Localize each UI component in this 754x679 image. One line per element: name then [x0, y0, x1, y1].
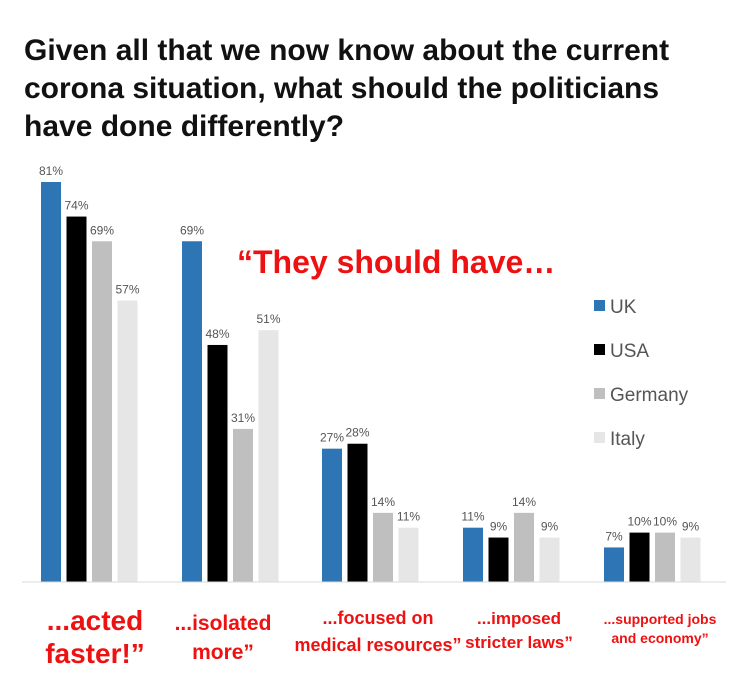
value-label-italy-2: 51% — [256, 312, 280, 326]
bar-italy-5 — [680, 537, 701, 582]
chart-title-line-1: Given all that we now know about the cur… — [24, 34, 670, 67]
value-labels-group: 81%74%69%57%69%48%31%51%27% 28%14%11% 11%9… — [39, 164, 700, 543]
bar-usa-4 — [488, 537, 509, 582]
value-label-uk-1: 81% — [39, 164, 63, 178]
category-label-1-line-1: ...acted — [47, 605, 143, 636]
legend-swatch-usa — [594, 344, 605, 355]
chart-title-line-3: have done differently? — [24, 110, 345, 143]
legend-label-italy: Italy — [610, 429, 645, 450]
category-label-4-line-1: ...imposed — [477, 609, 561, 628]
value-label-usa-2: 48% — [205, 327, 229, 341]
chart-title-line-2: corona situation, what should the politi… — [24, 72, 660, 105]
bar-uk-5 — [604, 547, 624, 582]
bar-usa-5 — [629, 532, 650, 582]
value-label-usa-4: 9% — [490, 520, 508, 534]
value-label-italy-1: 57% — [115, 283, 139, 297]
bar-usa-1 — [66, 216, 87, 582]
value-label-germany-5: 10% — [653, 515, 677, 529]
bar-italy-3 — [398, 527, 419, 582]
value-label-germany-1: 69% — [90, 223, 114, 237]
bar-uk-4 — [463, 527, 483, 582]
category-label-1-line-2: faster!” — [45, 638, 145, 669]
legend-swatch-uk — [594, 300, 605, 311]
value-label-uk-3: 27% — [320, 431, 344, 445]
category-label-2-line-2: more” — [192, 641, 254, 664]
bar-germany-5 — [655, 532, 675, 582]
legend-label-germany: Germany — [610, 385, 689, 406]
value-label-usa-5: 10% — [627, 515, 651, 529]
bar-uk-1 — [41, 182, 61, 582]
value-label-uk-4: 11% — [461, 510, 484, 524]
bars-group — [41, 182, 701, 582]
chart-title: Given all that we now know about the cur… — [24, 32, 724, 146]
value-label-italy-5: 9% — [682, 520, 700, 534]
bar-italy-1 — [117, 300, 138, 582]
value-label-italy-4: 9% — [541, 520, 559, 534]
value-label-italy-3: 11% — [397, 510, 420, 524]
category-label-4-line-2: stricter laws” — [465, 633, 573, 652]
value-label-uk-5: 7% — [605, 529, 623, 543]
value-label-usa-3: 28% — [345, 426, 369, 440]
bar-germany-2 — [233, 428, 253, 582]
legend-swatch-germany — [594, 388, 605, 399]
bar-uk-2 — [182, 241, 202, 582]
annotation-they-should-have: “They should have… — [237, 244, 555, 280]
category-label-3-line-1: ...focused on — [322, 608, 433, 628]
bar-uk-3 — [322, 448, 342, 582]
bar-italy-4 — [539, 537, 560, 582]
bar-germany-1 — [92, 241, 112, 582]
legend-label-uk: UK — [610, 297, 637, 318]
category-label-5-line-2: and economy” — [611, 630, 708, 646]
value-label-uk-2: 69% — [180, 223, 204, 237]
value-label-usa-1: 74% — [64, 199, 88, 213]
legend: UK USA Germany Italy — [594, 297, 689, 450]
legend-swatch-italy — [594, 432, 605, 443]
category-label-2-line-1: ...isolated — [175, 612, 272, 635]
category-label-5-line-1: ...supported jobs — [604, 611, 717, 627]
legend-label-usa: USA — [610, 341, 649, 362]
value-label-germany-2: 31% — [231, 411, 255, 425]
value-label-germany-3: 14% — [371, 495, 395, 509]
value-label-germany-4: 14% — [512, 495, 536, 509]
bar-italy-2 — [258, 330, 279, 582]
bar-germany-4 — [514, 512, 534, 582]
category-label-3-line-2: medical resources” — [294, 635, 461, 655]
bar-usa-3 — [347, 443, 368, 582]
bar-germany-3 — [373, 512, 393, 582]
bar-usa-2 — [207, 344, 228, 582]
